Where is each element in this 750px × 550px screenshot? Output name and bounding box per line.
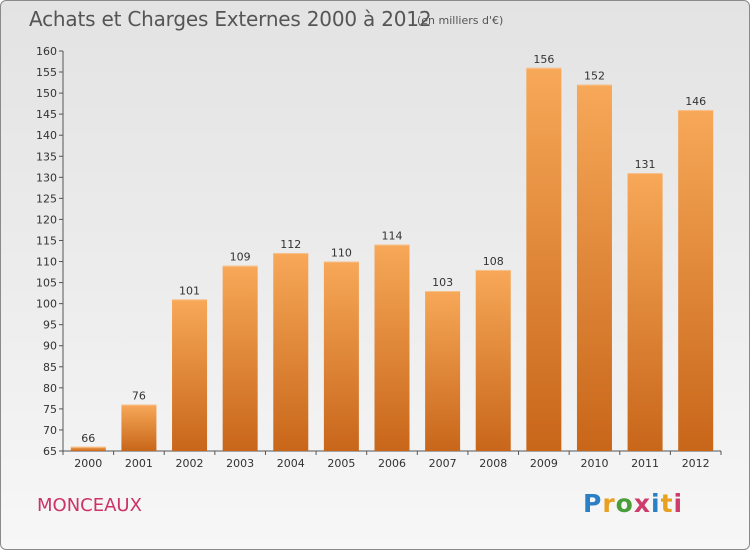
data-label: 66 xyxy=(81,432,95,445)
bar xyxy=(678,109,714,452)
x-tick-label: 2008 xyxy=(479,457,507,470)
data-label: 108 xyxy=(483,255,504,268)
bar xyxy=(323,261,359,451)
x-tick-label: 2000 xyxy=(74,457,102,470)
y-tick-label: 145 xyxy=(36,108,57,121)
bar xyxy=(121,404,157,451)
data-labels-group: 2000 66 2001 76 2002 101 2003 109 2004 112 2005 110… xyxy=(74,53,709,470)
y-tick-label: 70 xyxy=(43,424,57,437)
x-tick-label: 2004 xyxy=(277,457,305,470)
data-label: 109 xyxy=(230,251,251,264)
data-label: 152 xyxy=(584,70,605,83)
bar xyxy=(273,253,309,451)
data-label: 101 xyxy=(179,284,200,297)
x-tick-label: 2003 xyxy=(226,457,254,470)
axes: 65 70 75 80 85 90 95 100 105 110 115 120 125 130 135 14… xyxy=(36,45,722,458)
bar xyxy=(374,244,410,451)
y-tick-label: 140 xyxy=(36,129,57,142)
x-tick-label: 2011 xyxy=(631,457,659,470)
bar xyxy=(475,269,511,451)
y-tick-label: 125 xyxy=(36,192,57,205)
bars-group xyxy=(70,67,714,452)
x-tick-label: 2012 xyxy=(682,457,710,470)
x-tick-label: 2002 xyxy=(176,457,204,470)
y-tick-label: 80 xyxy=(43,382,57,395)
y-tick-label: 110 xyxy=(36,256,57,269)
y-tick-label: 130 xyxy=(36,171,57,184)
data-label: 146 xyxy=(685,95,706,108)
bar xyxy=(526,67,562,451)
bar xyxy=(222,265,258,451)
chart-title: Achats et Charges Externes 2000 à 2012 xyxy=(29,7,432,31)
bar xyxy=(70,446,106,451)
x-tick-label: 2001 xyxy=(125,457,153,470)
data-label: 76 xyxy=(132,390,146,403)
bar xyxy=(425,291,461,451)
y-tick-label: 90 xyxy=(43,340,57,353)
y-tick-label: 120 xyxy=(36,213,57,226)
chart-unit: (en milliers d'€) xyxy=(417,14,504,27)
y-tick-label: 115 xyxy=(36,234,57,247)
y-tick-label: 65 xyxy=(43,445,57,458)
x-tick-label: 2006 xyxy=(378,457,406,470)
data-label: 131 xyxy=(635,158,656,171)
data-label: 103 xyxy=(432,276,453,289)
y-tick-label: 95 xyxy=(43,319,57,332)
bar xyxy=(172,299,208,451)
y-tick-label: 100 xyxy=(36,298,57,311)
bar xyxy=(576,84,612,452)
y-tick-label: 160 xyxy=(36,45,57,58)
place-name: MONCEAUX xyxy=(37,495,142,516)
y-tick-label: 135 xyxy=(36,150,57,163)
x-tick-label: 2009 xyxy=(530,457,558,470)
x-tick-label: 2010 xyxy=(580,457,608,470)
data-label: 114 xyxy=(382,230,403,243)
data-label: 156 xyxy=(533,53,554,66)
data-label: 112 xyxy=(280,238,301,251)
data-label: 110 xyxy=(331,247,352,260)
y-tick-label: 75 xyxy=(43,403,57,416)
y-tick-label: 150 xyxy=(36,87,57,100)
y-tick-label: 85 xyxy=(43,361,57,374)
y-tick-label: 155 xyxy=(36,66,57,79)
proxiti-logo: Proxiti xyxy=(583,489,684,518)
y-tick-label: 105 xyxy=(36,277,57,290)
bar xyxy=(627,173,663,451)
x-tick-label: 2007 xyxy=(429,457,457,470)
x-tick-label: 2005 xyxy=(327,457,355,470)
